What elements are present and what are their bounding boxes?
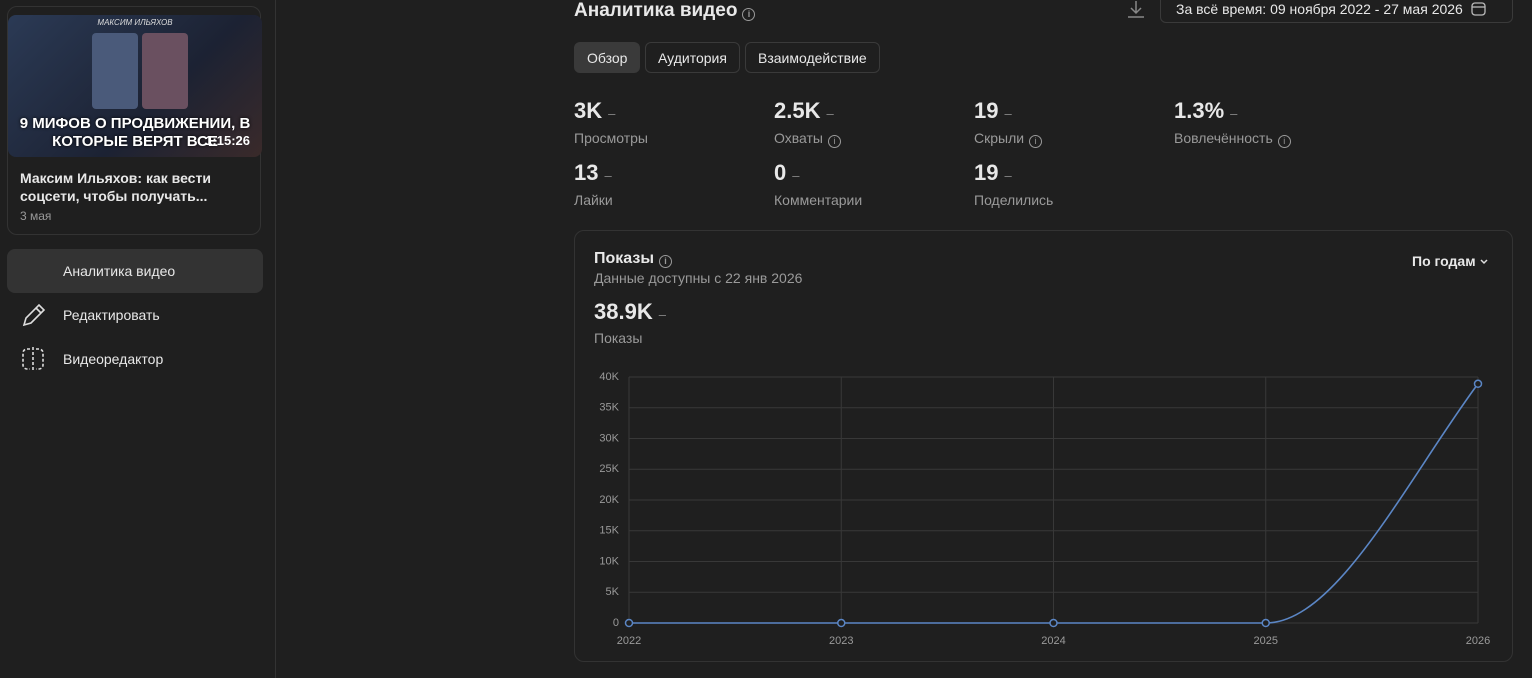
card-total-change: – [658,307,666,322]
thumb-shape [142,33,188,109]
point [1473,379,1483,389]
metric-number: 19 [974,160,999,185]
card-total: 38.9K – [594,299,666,325]
download-icon[interactable] [1126,0,1146,20]
y-tick-label: 15K [599,525,619,537]
metric-label: Скрыли i [974,130,1043,148]
metric-label: Поделились [974,192,1053,208]
metric-change: – [826,106,834,121]
metric-value: 13– [574,160,612,186]
info-icon[interactable]: i [1277,135,1291,148]
thumb-shape [92,33,138,109]
tab[interactable]: Обзор [574,42,641,73]
date-range-text: За всё время: 09 ноября 2022 - 27 мая 20… [1176,0,1463,17]
metric-label: Лайки [574,192,613,208]
y-tick-label: 10K [599,555,619,567]
video-title[interactable]: Максим Ильяхов: как вести соцсети, чтобы… [20,170,211,204]
tab[interactable]: Взаимодействие [745,42,880,73]
y-tick-label: 30K [599,432,619,444]
metric-change: – [1004,168,1012,183]
icon-videoeditor [22,347,44,371]
x-tick-label: 2022 [617,635,641,647]
metric-label: Просмотры [574,130,648,146]
point [1049,618,1058,628]
metric-label: Охваты i [774,130,841,148]
menu-label: Аналитика видео [63,263,176,279]
menu-label: Редактировать [63,307,160,323]
y-tick-label: 40K [599,371,619,383]
page-title-text: Аналитика видео [574,0,738,21]
metric-label-text: Поделились [974,192,1054,208]
date-range-button[interactable]: За всё время: 09 ноября 2022 - 27 мая 20… [1160,0,1513,23]
period-text: По годам [1412,253,1476,269]
sidebar: МАКСИМ ИЛЬЯХОВ 9 МИФОВ О ПРОДВИЖЕНИИ, В … [0,0,276,678]
metric-label: Комментарии [774,192,862,208]
metric-change: – [1230,106,1238,121]
metric-value: 19– [974,98,1012,124]
metric-value: 19– [974,160,1012,186]
icon-edit [22,303,46,327]
chart-card [574,230,1513,662]
x-tick-label: 2025 [1254,635,1278,647]
y-tick-label: 35K [599,402,619,414]
info-icon[interactable]: i [659,255,672,268]
menu-item[interactable]: Аналитика видео [7,249,263,293]
info-icon[interactable]: i [1029,135,1043,148]
point [1261,618,1270,628]
page-title: Аналитика видео i [574,0,756,22]
point [837,618,846,628]
duration: 1:15:26 [205,133,250,148]
video-date: 3 мая [20,209,52,223]
card-subtitle: Данные доступны с 22 янв 2026 [594,270,803,286]
metric-number: 0 [774,160,787,185]
thumbnail-author: МАКСИМ ИЛЬЯХОВ [97,18,173,27]
metric-number: 1.3% [1174,98,1225,123]
menu-label: Видеоредактор [63,351,164,367]
metric-change: – [608,106,616,121]
menu-item[interactable]: Редактировать [7,293,263,337]
x-tick-label: 2026 [1466,635,1490,647]
card-total-label: Показы [594,330,643,346]
tab[interactable]: Аудитория [645,42,740,73]
metric-label-text: Вовлечённость [1174,130,1273,146]
metric-label-text: Лайки [574,192,613,208]
x-tick-label: 2024 [1041,635,1065,647]
card-title-text: Показы [594,250,654,267]
y-tick-label: 0 [613,617,619,629]
y-tick-label: 5K [606,586,620,598]
metric-value: 1.3% – [1174,98,1237,124]
metric-change: – [792,168,800,183]
metric-number: 2.5K [774,98,821,123]
metric-label-text: Комментарии [774,192,863,208]
period-select[interactable]: По годам [1412,253,1489,269]
metric-number: 13 [574,160,599,185]
chart: 0 5K 10K 15K 20K 25K 30K 35K 40K 2022 2023 2024 2025… [599,371,1490,647]
metric-change: – [1004,106,1012,121]
thumbnail-headline: 9 МИФОВ О ПРОДВИЖЕНИИ, В КОТОРЫЕ ВЕРЯТ В… [19,115,251,150]
metric-change: – [604,168,612,183]
metric-label-text: Скрыли [974,130,1025,146]
info-icon[interactable]: i [827,135,841,148]
metric-number: 19 [974,98,999,123]
metric-number: 3K [574,98,603,123]
info-icon[interactable]: i [742,8,756,21]
x-tick-label: 2023 [829,635,853,647]
metric-label-text: Просмотры [574,130,648,146]
metric-label-text: Охваты [774,130,823,146]
metric-value: 2.5K – [774,98,834,124]
y-tick-label: 20K [599,494,619,506]
thumbnail[interactable]: МАКСИМ ИЛЬЯХОВ 9 МИФОВ О ПРОДВИЖЕНИИ, В … [8,15,262,157]
metric-value: 0– [774,160,799,186]
line [629,383,1479,624]
card-total-value: 38.9K [594,299,653,324]
metric-value: 3K – [574,98,615,124]
card-title: Показы i [594,250,672,268]
menu-item[interactable]: Видеоредактор [7,337,263,381]
calendar-icon [1471,2,1486,16]
metric-label: Вовлечённость i [1174,130,1291,148]
y-tick-label: 25K [599,463,619,475]
chevron [1480,259,1488,265]
point [624,618,634,628]
